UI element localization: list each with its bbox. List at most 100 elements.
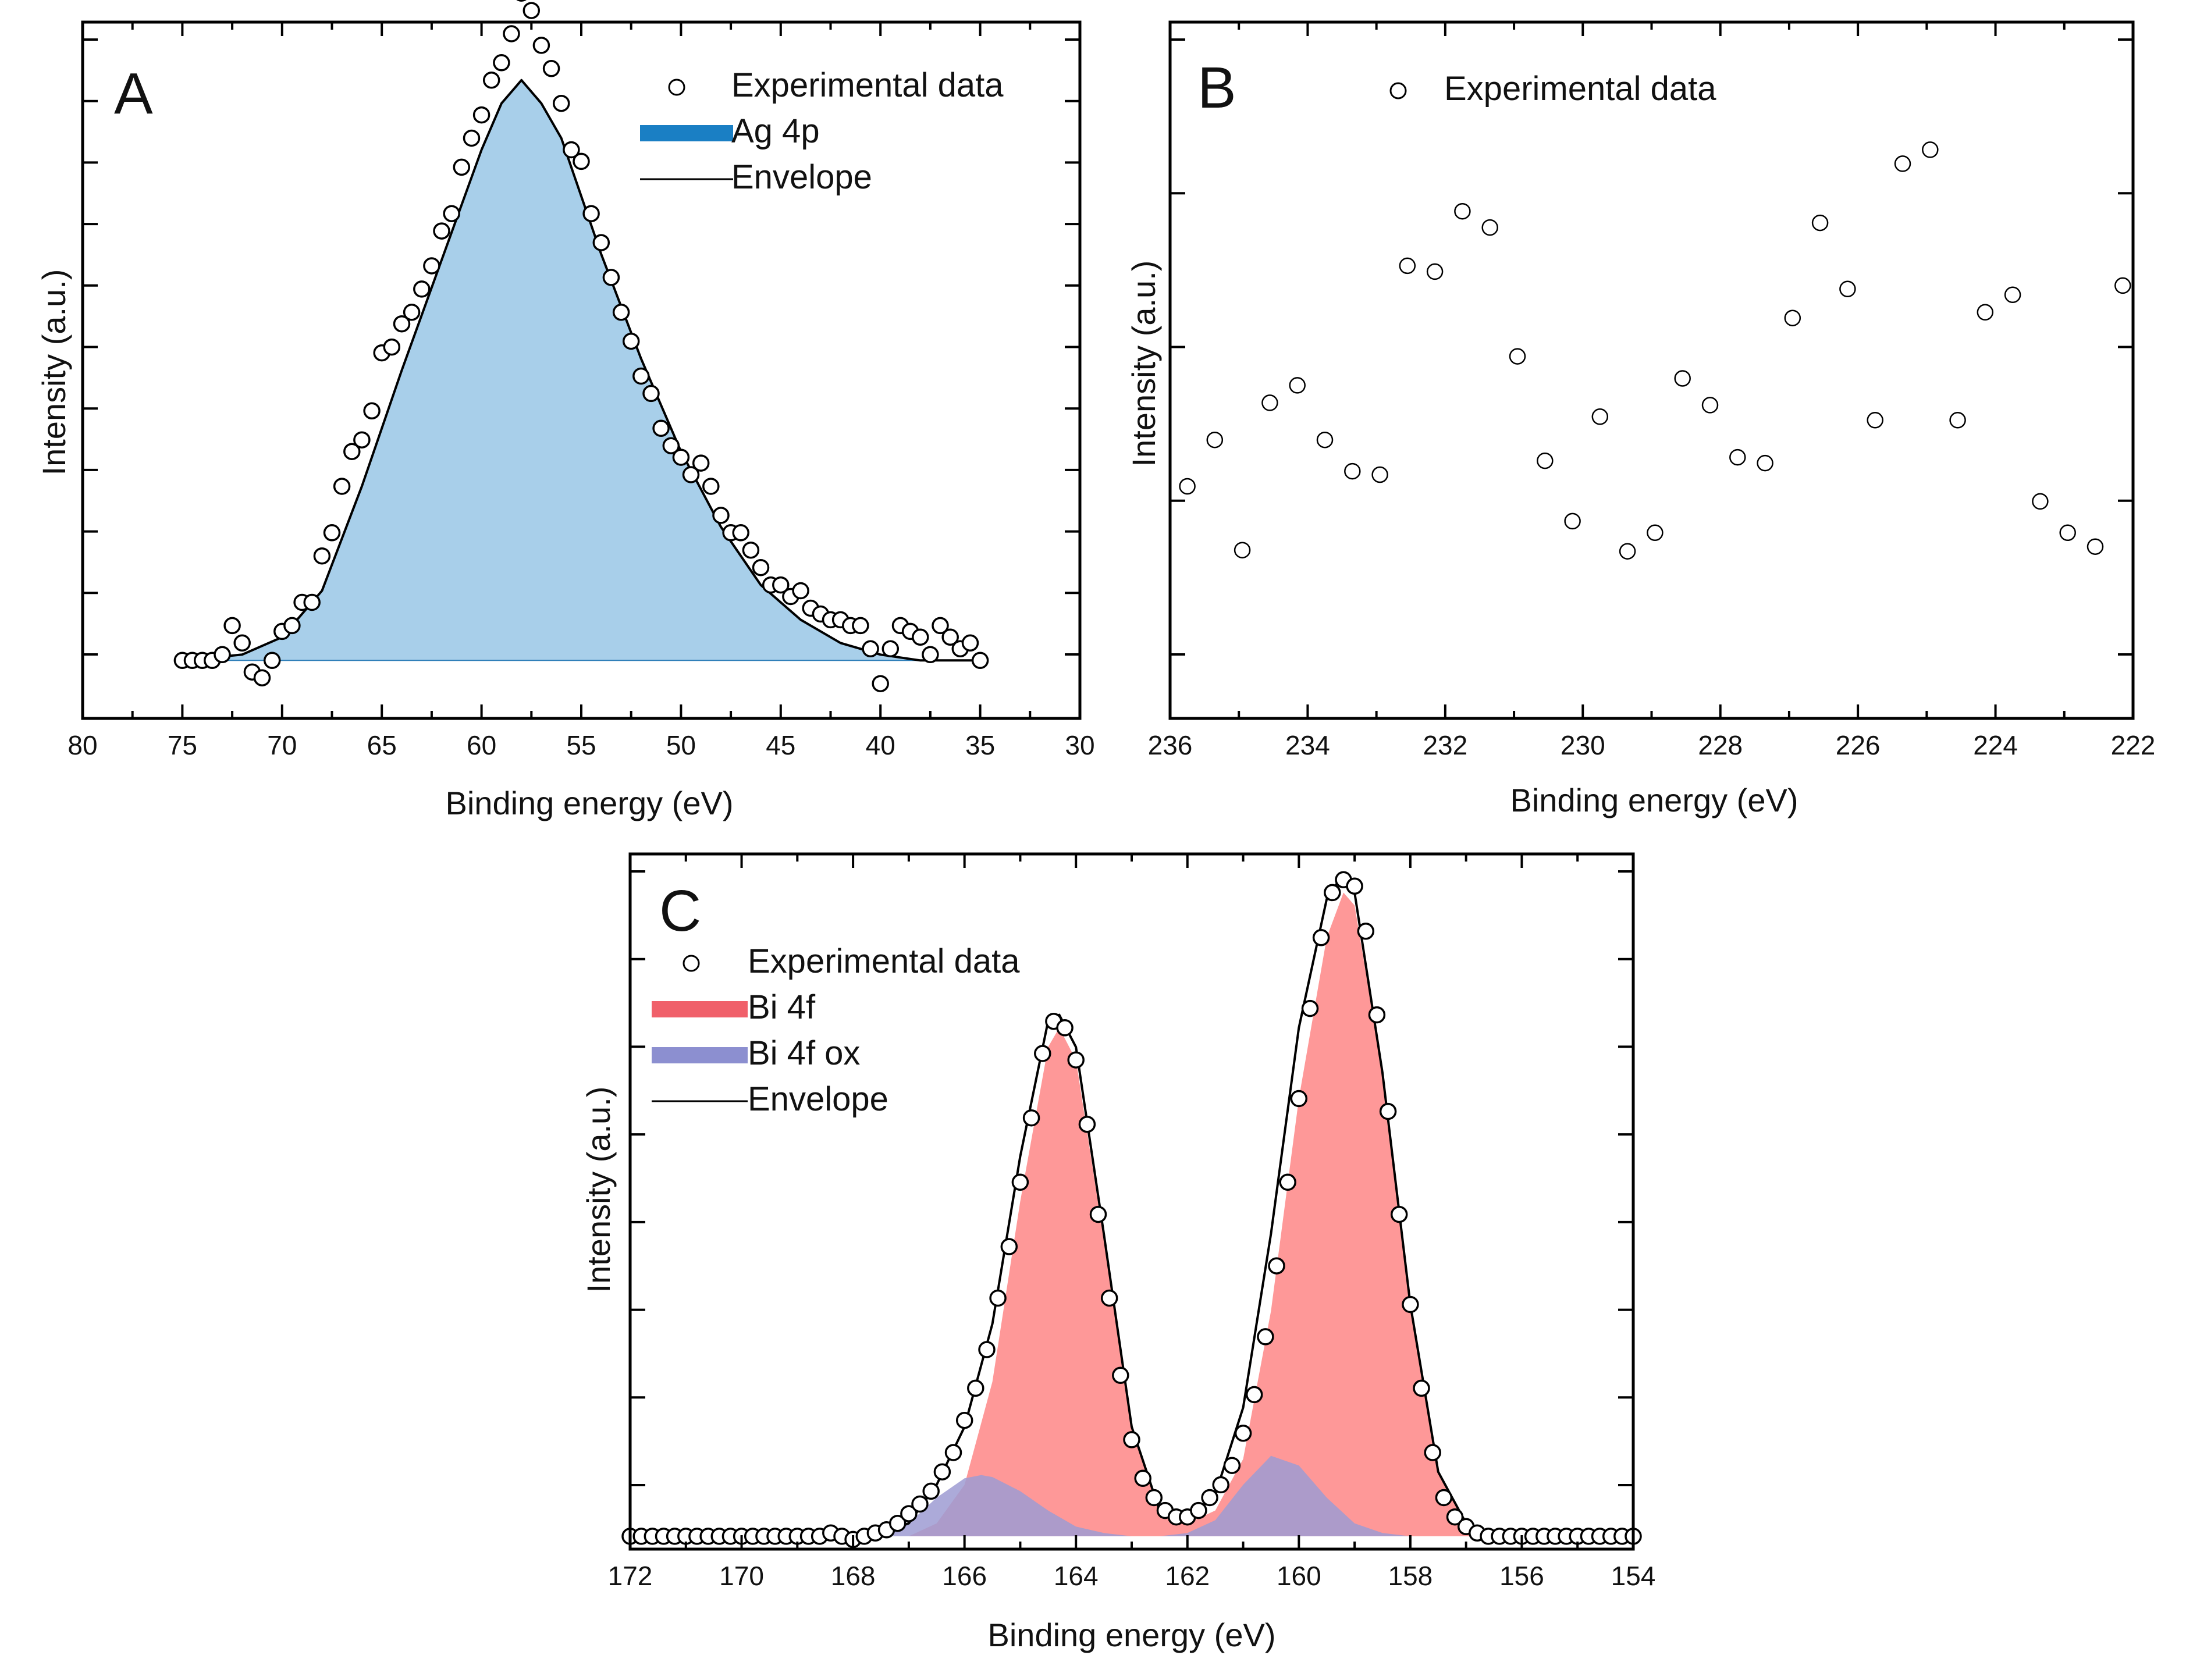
panel-c-data-point — [1145, 1489, 1163, 1507]
panel-c-data-point — [967, 1379, 984, 1397]
panel-b-data-point — [1591, 408, 1609, 425]
panel-a-data-point — [692, 454, 710, 472]
panel-b-data-point — [1894, 155, 1911, 172]
panel-c-data-point — [1402, 1295, 1419, 1314]
panel-c-data-point — [1379, 1102, 1397, 1120]
panel-a-data-point — [652, 419, 670, 437]
panel-c-data-point — [1112, 1366, 1129, 1384]
panel-c-data-point — [944, 1444, 962, 1461]
panel-a-data-point — [453, 158, 471, 176]
panel-c-data-point — [1000, 1238, 1018, 1255]
panel-b-data-point — [2087, 538, 2104, 555]
panel-b-data-point — [2032, 493, 2049, 510]
panel-c-data-point — [1100, 1289, 1118, 1307]
panel-b-x-tick-label: 230 — [1561, 730, 1605, 760]
panel-b-data-point — [1509, 348, 1526, 365]
panel-a-data-point — [612, 304, 630, 321]
panel-a-data-point — [283, 617, 301, 635]
panel-a-data-point — [516, 0, 527, 2]
panel-c-data-point — [1212, 1476, 1229, 1494]
panel-b-data-point — [1564, 512, 1581, 530]
panel-b-x-tick-label: 232 — [1423, 730, 1467, 760]
panel-c-data-point — [955, 1411, 973, 1429]
panel-c-data-point — [1011, 1173, 1029, 1191]
panel-a-data-point — [852, 617, 869, 635]
panel-c-x-tick-label: 156 — [1499, 1561, 1544, 1591]
panel-b-data-point — [1729, 449, 1746, 466]
panel-c-data-point — [1056, 1019, 1074, 1037]
panel-b-data-point — [2004, 286, 2021, 304]
panel-a-data-point — [323, 524, 341, 542]
panel-b-data-point — [1537, 452, 1554, 469]
panel-b-x-tick-label: 234 — [1285, 730, 1330, 760]
panel-b-legend: Experimental data — [1389, 70, 1716, 108]
panel-c-data-point — [1022, 1109, 1040, 1127]
panel-b-legend-marker — [1389, 82, 1407, 99]
panel-a-data-point — [971, 652, 989, 670]
panel-b-data-point — [1344, 462, 1361, 480]
panel-c-data-point — [1290, 1090, 1308, 1108]
panel-c-data-point — [1257, 1328, 1274, 1346]
panel-b-data-point — [1454, 202, 1471, 220]
panel-b-x-tick-label: 224 — [1973, 730, 2018, 760]
panel-c-data-point — [1357, 923, 1375, 940]
panel-a-xlabel: Binding energy (eV) — [446, 785, 734, 821]
panel-b-frame — [1168, 20, 2135, 720]
panel-c-data-point — [1435, 1489, 1453, 1507]
panel-b-data-point — [2114, 277, 2131, 294]
panel-c-x-tick-label: 168 — [831, 1561, 876, 1591]
panel-b-ylabel: Intensity (a.u.) — [1125, 261, 1162, 467]
panel-c-legend-marker — [683, 955, 700, 972]
panel-a-data-point — [214, 646, 231, 664]
panel-b-data-point — [1949, 412, 1966, 429]
panel-a-data-point — [413, 280, 431, 298]
panel-a-data-point — [423, 257, 440, 275]
panel-a-data-point — [862, 640, 879, 658]
panel-a-x-tick-label: 35 — [965, 730, 995, 760]
panel-a-data-point — [912, 628, 929, 646]
panel-a-data-point — [353, 431, 371, 449]
panel-b-data-point — [1977, 304, 1994, 321]
panel-a-x-tick-label: 45 — [766, 730, 795, 760]
panel-b-data-point — [1619, 543, 1636, 560]
panel-a-data-point — [563, 141, 580, 159]
panel-c-data-point — [911, 1495, 929, 1513]
panel-a-data-point — [742, 541, 760, 559]
panel-b-legend-label: Experimental data — [1444, 70, 1716, 108]
panel-a-x-tick-label: 30 — [1065, 730, 1094, 760]
panel-c-data-point — [1134, 1469, 1151, 1487]
panel-c-legend-label: Envelope — [748, 1080, 888, 1118]
panel-b-data-point — [1179, 478, 1196, 495]
panel-b-data-point — [1674, 370, 1691, 387]
panel-b-data-point — [1481, 219, 1498, 236]
panel-b-data-point — [1784, 309, 1801, 326]
panel-a-data-point — [922, 646, 939, 664]
panel-c-data-point — [1089, 1205, 1107, 1223]
panel-b-data-point — [1647, 524, 1664, 542]
panel-b-data-point — [1701, 397, 1719, 414]
panel-a-data-point — [443, 205, 460, 222]
panel-c-legend-swatch — [652, 1001, 748, 1017]
panel-b-data-point — [1289, 377, 1306, 394]
panel-c-x-tick-label: 164 — [1054, 1561, 1099, 1591]
panel-a-x-tick-label: 75 — [168, 730, 197, 760]
panel-a-legend-swatch — [640, 125, 733, 141]
panel-c-data-point — [1123, 1431, 1140, 1448]
panel-c-legend-label: Bi 4f — [748, 988, 816, 1026]
panel-c-data-point — [1368, 1006, 1386, 1024]
panel-c-x-tick-label: 172 — [608, 1561, 653, 1591]
panel-a-data-point — [383, 338, 401, 356]
panel-a-data-point — [472, 106, 490, 124]
panel-c-x-tick-label: 158 — [1388, 1561, 1433, 1591]
panel-a-x-tick-label: 60 — [467, 730, 496, 760]
panel-a-data-point — [482, 72, 500, 89]
panel-a-legend-label: Experimental data — [731, 66, 1004, 104]
panel-c-data-point — [1190, 1501, 1207, 1519]
panel-a-ylabel: Intensity (a.u.) — [35, 269, 72, 476]
panel-c-data-point — [1324, 884, 1341, 902]
panel-b-label: B — [1197, 55, 1236, 120]
panel-b-data-point — [1867, 412, 1883, 429]
panel-a-data-point — [712, 507, 730, 524]
panel-c-data-point — [1245, 1386, 1263, 1404]
